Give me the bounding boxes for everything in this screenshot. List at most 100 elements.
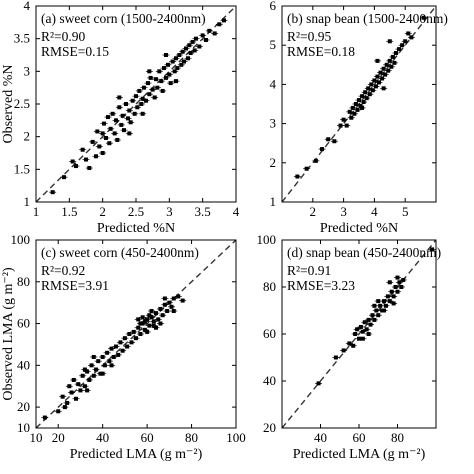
data-point bbox=[89, 363, 94, 368]
y-tick-label: 100 bbox=[11, 232, 31, 247]
data-point bbox=[124, 102, 128, 106]
data-point bbox=[100, 151, 105, 155]
y-tick-label: 2.5 bbox=[14, 96, 30, 111]
x-tick-label: 3.5 bbox=[195, 204, 211, 219]
data-point bbox=[167, 300, 172, 305]
data-point bbox=[69, 390, 74, 395]
data-point bbox=[164, 75, 168, 80]
data-point bbox=[154, 311, 158, 316]
data-point bbox=[159, 79, 164, 84]
data-point bbox=[353, 102, 358, 106]
data-point bbox=[373, 84, 378, 89]
data-point bbox=[389, 64, 394, 69]
y-tick-label: 4 bbox=[270, 76, 277, 91]
data-point bbox=[127, 108, 132, 113]
data-point bbox=[78, 388, 83, 393]
data-point bbox=[171, 296, 176, 301]
data-point bbox=[62, 405, 67, 410]
data-point bbox=[117, 105, 122, 110]
data-point bbox=[120, 113, 125, 118]
data-point bbox=[170, 59, 175, 64]
panel-title: (c) sweet corn (450-2400nm) bbox=[41, 245, 199, 260]
data-point bbox=[60, 394, 65, 399]
data-point bbox=[397, 280, 402, 285]
x-tick-label: 5 bbox=[402, 204, 409, 219]
data-point bbox=[357, 98, 361, 103]
data-point bbox=[376, 313, 381, 318]
y-tick-label: 80 bbox=[263, 279, 276, 294]
data-point bbox=[174, 79, 178, 84]
data-point bbox=[142, 85, 146, 90]
data-point bbox=[361, 100, 366, 105]
data-point bbox=[344, 123, 349, 128]
data-point bbox=[94, 154, 98, 159]
data-point bbox=[109, 346, 114, 351]
data-point bbox=[167, 72, 172, 77]
data-point bbox=[122, 336, 127, 341]
y-tick-label: 4 bbox=[24, 0, 31, 13]
data-point bbox=[364, 327, 369, 332]
data-point bbox=[382, 308, 387, 313]
data-point bbox=[74, 396, 78, 401]
y-tick-label: 3.5 bbox=[14, 31, 30, 46]
panel-stat: RMSE=3.23 bbox=[287, 278, 355, 293]
y-tick-label: 2 bbox=[24, 129, 31, 144]
panel-b: 2 3 4 5 1 2 3 4 5 6 (b) snap bean (1500-2400nm) R²=… bbox=[270, 0, 448, 236]
data-point bbox=[406, 31, 411, 36]
data-point bbox=[338, 123, 343, 128]
data-point bbox=[67, 384, 72, 389]
data-point bbox=[87, 166, 92, 171]
data-point bbox=[134, 336, 138, 341]
data-point bbox=[313, 158, 318, 163]
data-point bbox=[383, 72, 388, 77]
data-point bbox=[118, 340, 123, 345]
data-point bbox=[127, 131, 132, 136]
data-point bbox=[138, 332, 143, 336]
data-point bbox=[190, 39, 195, 44]
data-point bbox=[403, 39, 408, 44]
data-point bbox=[381, 66, 386, 71]
data-point bbox=[155, 85, 160, 90]
panel-stat: RMSE=3.91 bbox=[41, 278, 109, 293]
data-point bbox=[162, 66, 166, 71]
x-tick-label: 60 bbox=[141, 430, 154, 445]
data-point bbox=[147, 92, 152, 97]
x-tick-label: 2.5 bbox=[128, 204, 144, 219]
data-point bbox=[90, 139, 95, 144]
data-point bbox=[347, 109, 352, 114]
data-point bbox=[120, 348, 125, 353]
data-point bbox=[386, 68, 391, 73]
data-point bbox=[304, 166, 309, 171]
x-tick-label: 4 bbox=[371, 204, 378, 219]
y-tick-label: 20 bbox=[17, 399, 30, 414]
data-point bbox=[377, 80, 382, 85]
y-tick-label: 10 bbox=[17, 420, 30, 435]
data-point bbox=[149, 315, 154, 320]
data-point bbox=[382, 299, 387, 304]
panel-title: (b) snap bean (1500-2400nm) bbox=[287, 11, 448, 26]
data-point bbox=[332, 139, 337, 144]
y-tick-label: 1.5 bbox=[14, 161, 30, 176]
data-point bbox=[387, 58, 392, 63]
data-point bbox=[341, 117, 346, 122]
data-point bbox=[363, 90, 368, 95]
data-point bbox=[391, 294, 396, 299]
data-point bbox=[194, 36, 198, 41]
data-point bbox=[109, 363, 114, 368]
data-point bbox=[360, 336, 365, 341]
data-point bbox=[184, 46, 188, 51]
y-tick-label: 40 bbox=[17, 357, 30, 372]
x-tick-label: 80 bbox=[391, 430, 404, 445]
data-point bbox=[180, 49, 185, 54]
data-point bbox=[168, 81, 173, 86]
data-point bbox=[112, 131, 117, 136]
data-point bbox=[204, 37, 208, 42]
data-point bbox=[372, 317, 377, 322]
panel-stat: R²=0.90 bbox=[41, 29, 86, 44]
data-point bbox=[368, 322, 373, 327]
data-point bbox=[395, 275, 400, 280]
data-point bbox=[151, 319, 156, 324]
panel-stat: RMSE=0.15 bbox=[41, 44, 109, 59]
data-point bbox=[421, 15, 426, 20]
